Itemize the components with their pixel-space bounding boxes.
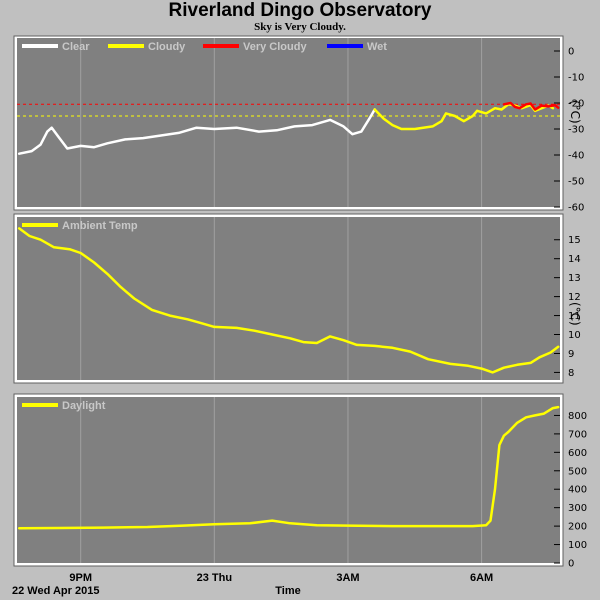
legend-label-clear: Clear: [62, 41, 90, 53]
legend-label-cloudy: Cloudy: [148, 41, 186, 53]
ambient-plot-area: [17, 217, 560, 380]
y-tick-label: 10: [568, 330, 581, 341]
x-tick-label: 23 Thu: [197, 572, 232, 584]
y-tick-label: 9: [568, 349, 574, 360]
y-tick-label: -40: [568, 151, 584, 162]
y-tick-label: 200: [568, 522, 587, 533]
legend-label-very-cloudy: Very Cloudy: [243, 41, 307, 53]
y-tick-label: -50: [568, 177, 584, 188]
series-line-ambient-temp: [17, 227, 560, 374]
y-tick-label: 100: [568, 540, 587, 551]
ambient-legend: Ambient Temp: [22, 220, 138, 232]
sky-temp-panel: 0 -10 -20 -30 -40 -50 -60 (°C) Clear Cloudy Ve…: [13, 35, 584, 214]
legend-label-wet: Wet: [367, 41, 387, 53]
y-tick-label: -60: [568, 203, 584, 214]
y-tick-label: 8: [568, 368, 574, 379]
x-axis-ticks: 9PM 23 Thu 3AM 6AM: [69, 572, 493, 584]
ambient-temp-panel: 15 14 13 12 11 10 9 8 (°C) Ambient Temp: [13, 213, 582, 384]
y-tick-label: 0: [568, 559, 574, 570]
y-tick-label: 500: [568, 466, 587, 477]
daylight-panel: 800 700 600 500 400 300 200 100 0 Daylight: [13, 393, 587, 570]
date-label: 22 Wed Apr 2015: [12, 585, 99, 597]
x-tick-label: 9PM: [69, 572, 92, 584]
y-tick-label: 14: [568, 254, 581, 265]
daylight-legend: Daylight: [22, 400, 106, 412]
y-tick-label: 600: [568, 448, 587, 459]
sky-unit-label: (°C): [568, 100, 582, 124]
series-line-very-cloudy: [502, 101, 560, 111]
y-tick-label: -20: [568, 99, 584, 110]
y-tick-label: 800: [568, 411, 587, 422]
page-title: Riverland Dingo Observatory: [168, 0, 432, 21]
sky-legend: Clear Cloudy Very Cloudy Wet: [22, 41, 387, 53]
y-tick-label: 11: [568, 311, 581, 322]
y-tick-label: 700: [568, 429, 587, 440]
y-tick-label: 13: [568, 273, 581, 284]
y-tick-label: 12: [568, 292, 581, 303]
y-tick-label: -10: [568, 73, 584, 84]
series-line-daylight: [17, 405, 560, 530]
y-tick-label: 400: [568, 485, 587, 496]
legend-label-daylight: Daylight: [62, 400, 106, 412]
ambient-unit-label: (°C): [568, 302, 582, 326]
series-line-clear: [17, 108, 376, 155]
legend-label-ambient: Ambient Temp: [62, 220, 138, 232]
x-axis-label: Time: [275, 585, 300, 597]
y-tick-label: -30: [568, 125, 584, 136]
x-tick-label: 6AM: [470, 572, 493, 584]
sky-status-subtitle: Sky is Very Cloudy.: [254, 21, 346, 33]
y-tick-label: 0: [568, 47, 574, 58]
x-tick-label: 3AM: [336, 572, 359, 584]
y-tick-label: 300: [568, 503, 587, 514]
sky-plot-area: [17, 38, 560, 207]
y-tick-label: 15: [568, 235, 581, 246]
daylight-plot-area: [17, 397, 560, 563]
